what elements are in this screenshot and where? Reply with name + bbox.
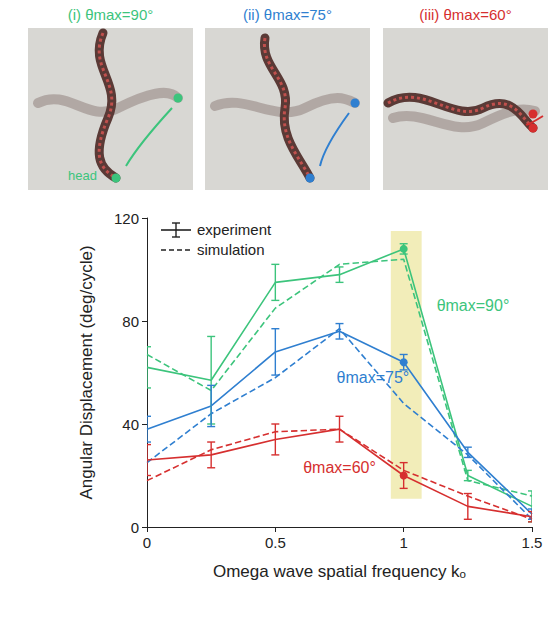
svg-text:1.5: 1.5 bbox=[522, 534, 543, 551]
svg-text:simulation: simulation bbox=[197, 241, 265, 258]
svg-text:1: 1 bbox=[399, 534, 407, 551]
svg-text:(ii) θmax=75°: (ii) θmax=75° bbox=[243, 6, 332, 23]
svg-text:0.5: 0.5 bbox=[265, 534, 286, 551]
svg-text:80: 80 bbox=[122, 313, 139, 330]
svg-text:(iii) θmax=60°: (iii) θmax=60° bbox=[419, 6, 511, 23]
svg-text:head: head bbox=[68, 168, 97, 183]
svg-text:120: 120 bbox=[114, 210, 139, 227]
svg-text:(i) θmax=90°: (i) θmax=90° bbox=[68, 6, 154, 23]
svg-text:40: 40 bbox=[122, 416, 139, 433]
svg-text:experiment: experiment bbox=[197, 221, 272, 238]
svg-text:θmax=90°: θmax=90° bbox=[437, 297, 510, 314]
svg-text:Omega wave spatial frequency k: Omega wave spatial frequency kₒ bbox=[213, 562, 466, 581]
svg-text:θmax=75°: θmax=75° bbox=[337, 369, 410, 386]
svg-text:θmax=60°: θmax=60° bbox=[303, 459, 376, 476]
svg-text:0: 0 bbox=[131, 519, 139, 536]
svg-text:0: 0 bbox=[143, 534, 151, 551]
svg-text:Angular Displacement (deg/cycl: Angular Displacement (deg/cycle) bbox=[77, 245, 96, 499]
